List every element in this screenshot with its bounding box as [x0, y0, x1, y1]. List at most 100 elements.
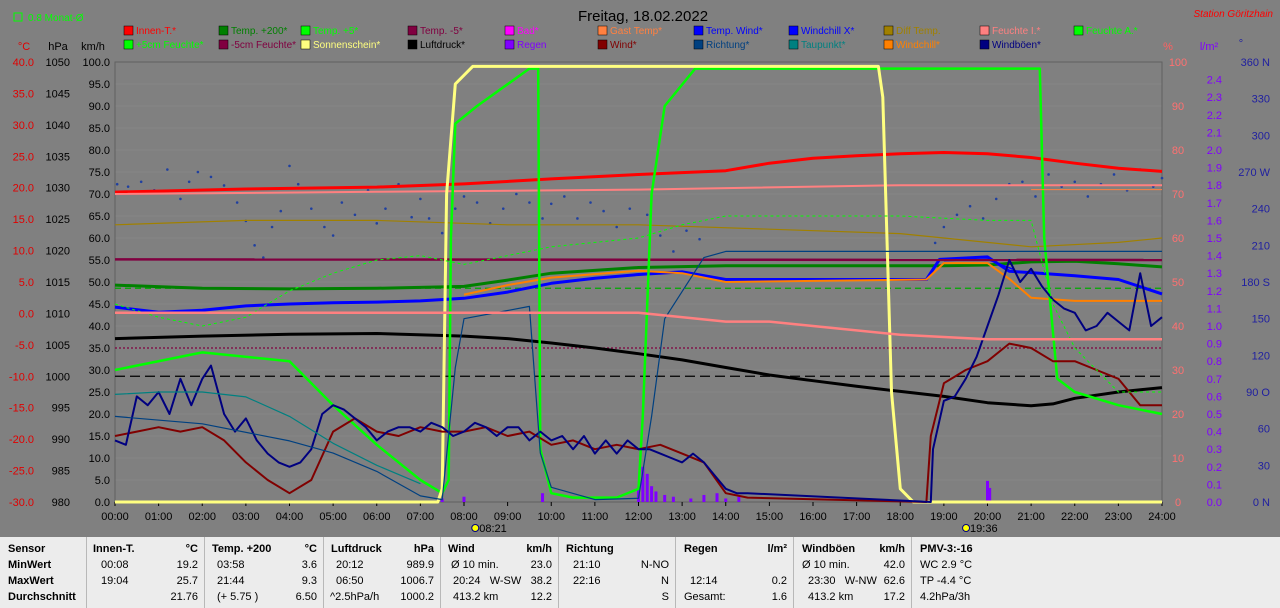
stats-wind-min-time: Ø 10 min.	[451, 559, 499, 571]
legend-label: Gast Temp*	[610, 26, 662, 37]
series-line-windb-en	[114, 259, 1163, 503]
stats-wind-column: Wind km/h Ø 10 min. 23.0 20:24 W-SW 38.2…	[441, 537, 559, 608]
direction-point	[672, 250, 675, 253]
stats-druck-column: Luftdruck hPa 20:12 989.9 06:50 1006.7 ^…	[324, 537, 441, 608]
speed-tick-label: 15.0	[89, 431, 110, 443]
legend-label: -5cm Feuchte*	[231, 40, 296, 51]
rain-tick-label: 0.5	[1207, 409, 1222, 421]
stats-boeen-min-time: Ø 10 min.	[802, 559, 850, 571]
x-tick-label: 24:00	[1148, 511, 1176, 523]
stats-druck-avg-note: ^2.5hPa/h	[330, 591, 380, 603]
rain-bar	[671, 496, 675, 502]
stats-richtung-max-time: 22:16	[573, 575, 601, 587]
rain-tick-label: 1.8	[1207, 180, 1222, 192]
series-line-temp-wind	[114, 255, 1163, 314]
direction-point	[576, 217, 579, 220]
stats-regen-max-value: 0.2	[771, 575, 787, 587]
direction-tick-label: 180 S	[1241, 277, 1270, 289]
x-tick-label: 22:00	[1061, 511, 1089, 523]
stats-druck-max-time: 06:50	[336, 575, 364, 587]
direction-tick-label: 240	[1252, 204, 1270, 216]
stats-druck-min-value: 989.9	[406, 559, 434, 571]
direction-point	[1073, 180, 1077, 184]
speed-tick-label: 10.0	[89, 453, 110, 465]
direction-point	[981, 217, 985, 220]
direction-point	[453, 207, 457, 210]
rain-tick-label: 0.3	[1207, 444, 1222, 456]
humidity-tick-label: 70	[1172, 189, 1184, 201]
temp-tick-label: -15.0	[9, 403, 34, 415]
direction-point	[384, 207, 387, 210]
speed-tick-label: 0.0	[95, 497, 110, 509]
legend-swatch	[504, 25, 515, 36]
stats-wind-avg-value: 12.2	[530, 591, 552, 603]
stats-boeen-max-value: 62.6	[883, 575, 905, 587]
pressure-tick-label: 1005	[46, 340, 70, 352]
stats-richtung-min-time: 21:10	[573, 559, 601, 571]
rain-bar	[654, 491, 658, 502]
direction-point	[955, 213, 959, 217]
stats-boeen-column: Windböen km/h Ø 10 min. 42.0 23:30 W-NW …	[794, 537, 912, 608]
legend-swatch	[788, 25, 799, 36]
rain-bar	[988, 487, 992, 502]
pressure-tick-label: 1010	[46, 308, 70, 320]
stats-temp200-max-value: 9.3	[301, 575, 317, 587]
speed-tick-label: 30.0	[89, 365, 110, 377]
legend-swatch	[300, 39, 311, 50]
legend-swatch	[218, 39, 229, 50]
stats-innen-header: Innen-T.	[93, 543, 135, 555]
rain-bar	[641, 466, 645, 502]
x-tick-label: 17:00	[843, 511, 871, 523]
direction-tick-label: 210	[1252, 240, 1270, 252]
series-line-sonnenschein	[115, 64, 1162, 504]
sun-marker-label: 19:36	[970, 523, 998, 535]
legend-label: Regen	[517, 40, 546, 51]
direction-point	[589, 201, 592, 204]
direction-point	[615, 225, 618, 229]
legend-label: +5cm Feuchte*	[136, 40, 204, 51]
speed-tick-label: 75.0	[89, 167, 110, 179]
direction-point	[139, 180, 143, 184]
stats-innen-column: Innen-T. °C 00:08 19.2 19:04 25.7 21.76	[87, 537, 205, 608]
series-line-wind	[114, 342, 1162, 503]
direction-point	[1160, 176, 1164, 180]
temp-tick-label: 15.0	[13, 214, 34, 226]
legend-swatch	[883, 25, 894, 36]
rain-tick-label: 1.9	[1207, 163, 1222, 175]
rain-tick-label: 2.4	[1207, 75, 1222, 87]
series-line-taupunkt-line	[115, 311, 1162, 341]
rain-tick-label: 2.3	[1207, 92, 1222, 104]
stats-innen-min-value: 19.2	[176, 559, 198, 571]
series-line-luftdruck	[114, 332, 1163, 408]
stats-boeen-max-time: 23:30 W-NW	[808, 575, 877, 587]
x-tick-label: 15:00	[756, 511, 784, 523]
stats-druck-header: Luftdruck	[331, 543, 382, 555]
rain-tick-label: 1.5	[1207, 233, 1222, 245]
stats-pmv-windchill: WC 2.9 °C	[920, 559, 973, 571]
stats-boeen-min-value: 42.0	[883, 559, 905, 571]
stats-regen-column: Regen l/m² 12:14 0.2 Gesamt: 1.6	[676, 537, 794, 608]
legend-label: Taupunkt*	[801, 40, 846, 51]
statistics-panel: Sensor MinWert MaxWert Durchschnitt Inne…	[0, 537, 1280, 608]
stats-druck-min-time: 20:12	[336, 559, 364, 571]
direction-point	[340, 201, 344, 204]
direction-point	[279, 209, 283, 213]
legend-swatch	[979, 39, 990, 50]
pressure-tick-label: 990	[52, 434, 70, 446]
direction-point	[515, 192, 518, 196]
rain-bar	[462, 496, 466, 502]
speed-tick-label: 20.0	[89, 409, 110, 421]
direction-point	[541, 217, 544, 220]
rain-tick-label: 0.2	[1207, 462, 1222, 474]
temp-tick-label: -10.0	[9, 371, 34, 383]
x-tick-label: 03:00	[232, 511, 260, 523]
direction-point	[628, 207, 632, 210]
stats-boeen-header: Windböen	[802, 543, 856, 555]
direction-tick-label: 270 W	[1238, 167, 1270, 179]
humidity-unit-label: %	[1163, 41, 1173, 53]
x-tick-label: 13:00	[668, 511, 696, 523]
stats-richtung-avg-value: S	[661, 591, 669, 603]
direction-unit-label: °	[1239, 38, 1243, 50]
stats-druck-unit: hPa	[413, 543, 434, 555]
x-tick-label: 10:00	[537, 511, 565, 523]
